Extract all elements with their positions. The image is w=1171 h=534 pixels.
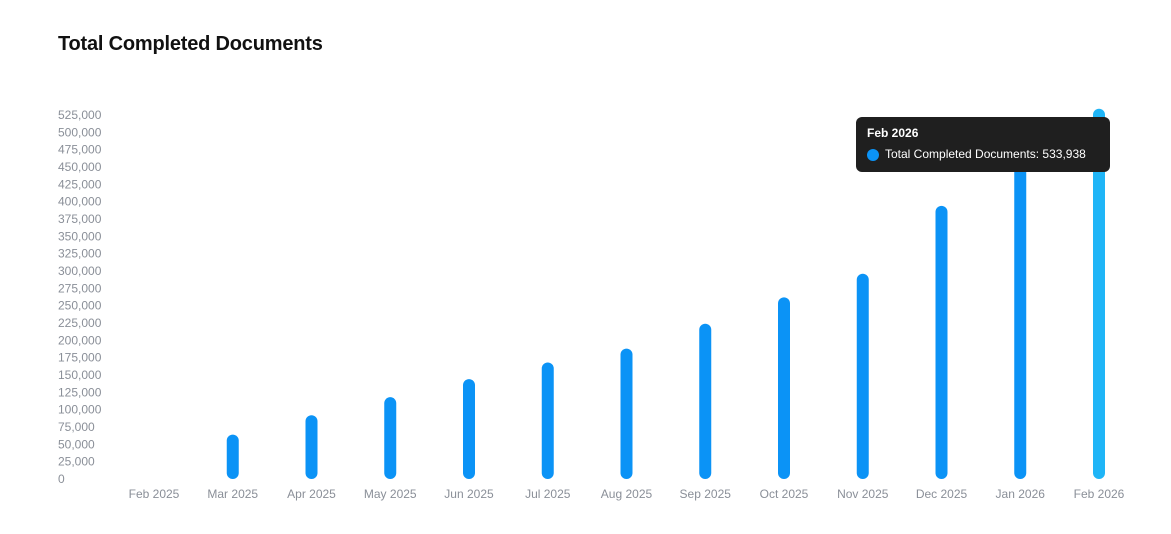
x-tick-label: Mar 2025 [207,487,258,501]
y-tick-label: 350,000 [58,229,102,243]
y-tick-label: 450,000 [58,160,102,174]
bar[interactable] [935,205,948,479]
bar[interactable] [541,362,554,479]
y-tick-label: 200,000 [58,333,102,347]
tooltip-value: 533,938 [1042,147,1086,161]
bar[interactable] [699,323,712,479]
bar[interactable] [463,379,475,479]
x-tick-label: Jan 2026 [996,487,1046,501]
x-tick-label: Nov 2025 [837,487,889,501]
bar[interactable] [1093,108,1105,480]
y-tick-label: 175,000 [58,351,102,365]
x-tick-label: Dec 2025 [916,487,968,501]
bar[interactable] [384,397,397,479]
y-tick-label: 100,000 [58,403,102,417]
tooltip-row: Total Completed Documents: 533,938 [867,147,1099,162]
chart-title: Total Completed Documents [58,33,323,55]
y-tick-label: 325,000 [58,247,102,261]
x-tick-label: Jun 2025 [444,487,494,501]
y-tick-label: 375,000 [58,212,102,226]
bar[interactable] [856,273,869,479]
y-tick-label: 125,000 [58,385,102,399]
bar[interactable] [778,297,790,479]
y-tick-label: 225,000 [58,316,102,330]
y-tick-label: 250,000 [58,299,102,313]
tooltip-series-label: Total Completed Documents [885,147,1036,161]
x-tick-label: Sep 2025 [680,487,732,501]
y-tick-label: 25,000 [58,455,95,469]
y-tick-label: 400,000 [58,195,102,209]
y-tick-label: 500,000 [58,125,102,139]
x-tick-label: Apr 2025 [287,487,336,501]
y-tick-label: 475,000 [58,143,102,157]
tooltip-series-dot-icon [867,148,879,161]
tooltip-separator: : [1035,147,1043,161]
x-tick-label: May 2025 [364,487,417,501]
x-tick-label: Feb 2025 [129,487,180,501]
y-tick-label: 300,000 [58,264,102,278]
y-tick-label: 525,000 [58,108,102,122]
y-tick-label: 75,000 [58,420,95,434]
x-axis: Feb 2025 Mar 2025 Apr 2025 May 2025 Jun 2025… [129,487,1125,501]
x-tick-label: Feb 2026 [1074,487,1125,501]
x-tick-label: Oct 2025 [760,487,809,501]
y-tick-label: 0 [58,472,65,486]
x-tick-label: Jul 2025 [525,487,571,501]
tooltip-title: Feb 2026 [867,126,919,140]
y-axis: 0 25,000 50,000 75,000 100,000 125,000 150,000… [58,108,102,486]
bar[interactable] [1014,117,1027,480]
bar[interactable] [226,434,239,479]
bar-series [226,108,1105,480]
y-tick-label: 150,000 [58,368,102,382]
bar[interactable] [620,348,633,479]
y-tick-label: 425,000 [58,177,102,191]
chart-tooltip: Feb 2026 Total Completed Documents: 533,… [856,117,1110,172]
x-tick-label: Aug 2025 [601,487,653,501]
y-tick-label: 275,000 [58,281,102,295]
bar[interactable] [305,415,318,479]
y-tick-label: 50,000 [58,437,95,451]
